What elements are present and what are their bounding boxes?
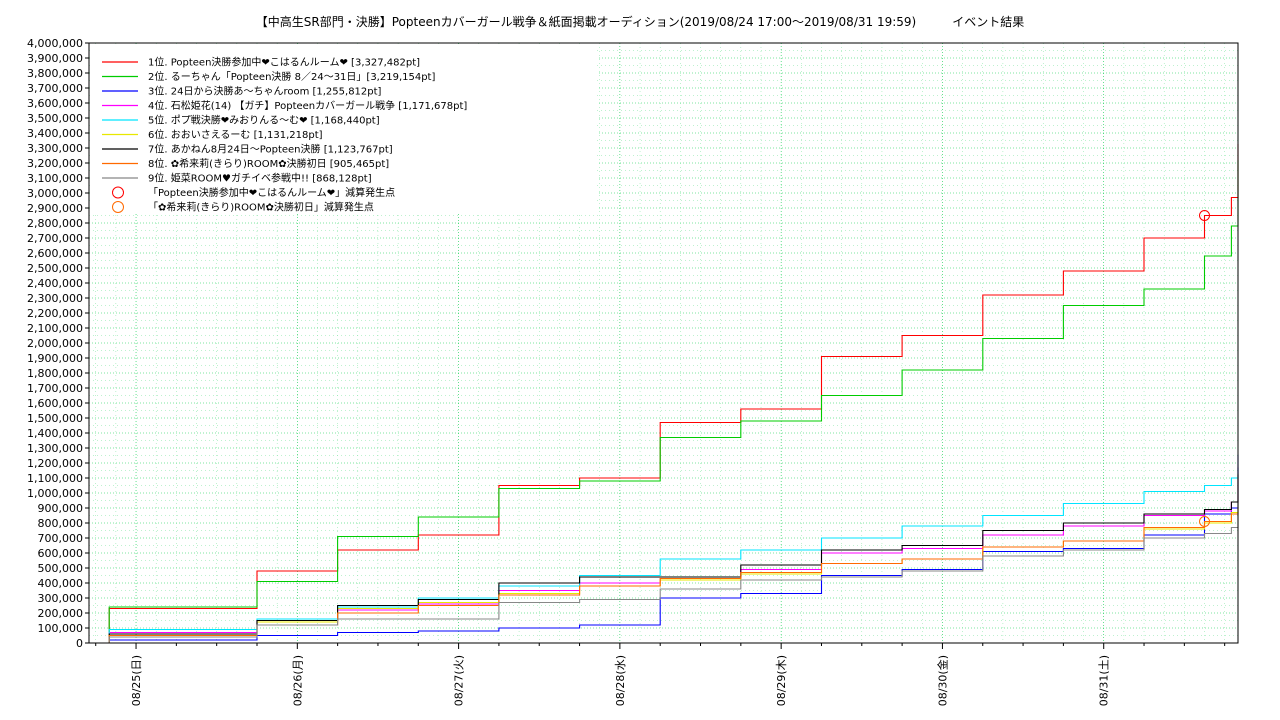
y-tick-label: 0 (76, 637, 83, 650)
x-tick-label: 08/27(火) (453, 655, 466, 706)
y-tick-label: 3,800,000 (27, 67, 83, 80)
y-tick-label: 2,600,000 (27, 247, 83, 260)
y-tick-label: 300,000 (38, 592, 84, 605)
x-tick-label: 08/29(木) (775, 655, 788, 706)
plot-frame (88, 42, 1239, 644)
y-tick-label: 2,700,000 (27, 232, 83, 245)
x-tick-label: 08/31(土) (1098, 655, 1111, 706)
legend-label-9: 9位. 姫菜ROOM♥ガチイベ参戦中!! [868,128pt] (148, 172, 372, 185)
legend-label-3: 3位. 24日から決勝あ〜ちゃんroom [1,255,812pt] (148, 85, 382, 98)
y-tick-label: 800,000 (38, 517, 84, 530)
legend-label-6: 6位. おおいさえるーむ [1,131,218pt] (148, 128, 323, 141)
legend-label-2: 2位. るーちゃん「Popteen決勝 8／24〜31日」[3,219,154p… (148, 70, 435, 83)
y-tick-label: 4,000,000 (27, 37, 83, 50)
y-tick-label: 3,900,000 (27, 52, 83, 65)
legend-marker-2 (112, 201, 124, 213)
x-tick-label: 08/30(金) (935, 655, 949, 706)
y-tick-label: 1,800,000 (27, 367, 83, 380)
y-tick-label: 700,000 (38, 532, 84, 545)
legend-marker-1 (112, 186, 124, 199)
y-tick-label: 2,900,000 (27, 202, 83, 215)
y-tick-label: 2,100,000 (27, 322, 83, 335)
y-tick-label: 3,500,000 (27, 112, 83, 125)
y-tick-label: 900,000 (38, 502, 84, 515)
y-tick-label: 3,400,000 (27, 127, 83, 140)
series-line-7 (89, 474, 1239, 644)
series-line-2 (89, 160, 1239, 644)
x-tick-label: 08/26(月) (291, 655, 304, 706)
y-tick-label: 2,800,000 (27, 217, 83, 230)
y-tick-label: 500,000 (38, 562, 84, 575)
series-lines (89, 143, 1239, 644)
y-tick-label: 3,100,000 (27, 172, 83, 185)
y-tick-label: 2,500,000 (27, 262, 83, 275)
chart-title: 【中高生SR部門・決勝】Popteenカバーガール戦争＆紙面掲載オーディション(… (255, 15, 1025, 29)
y-tick-label: 2,200,000 (27, 307, 83, 320)
y-tick-label: 200,000 (38, 607, 84, 620)
y-tick-label: 400,000 (38, 577, 84, 590)
y-tick-label: 1,100,000 (27, 472, 83, 485)
event-markers (1199, 210, 1211, 527)
series-line-1 (89, 143, 1239, 644)
legend-marker-label-2: 「✿希来莉(きらり)ROOM✿決勝初日」減算発生点 (148, 201, 374, 214)
event-marker-1 (1199, 210, 1211, 221)
y-tick-label: 1,400,000 (27, 427, 83, 440)
y-axis-ticks: 0 100,000 200,000 300,000 400,000 500,000 600,… (27, 37, 89, 650)
series-line-8 (89, 507, 1239, 644)
y-tick-label: 3,600,000 (27, 97, 83, 110)
y-tick-label: 3,200,000 (27, 157, 83, 170)
y-tick-label: 600,000 (38, 547, 84, 560)
y-tick-label: 1,300,000 (27, 442, 83, 455)
y-tick-label: 1,600,000 (27, 397, 83, 410)
legend-label-1: 1位. Popteen決勝参加中❤こはるんルーム❤ [3,327,482pt] (148, 56, 420, 69)
x-axis-ticks: 08/25(日) 08/26(月) 08/27(火) 08/28(水) 08/29(木)… (95, 643, 1226, 706)
legend-label-8: 8位. ✿希来莉(きらり)ROOM✿決勝初日 [905,465pt] (148, 157, 389, 170)
event-marker-2 (1199, 516, 1211, 527)
y-tick-label: 2,000,000 (27, 337, 83, 350)
x-tick-label: 08/25(日) (130, 655, 143, 706)
y-tick-label: 2,300,000 (27, 292, 83, 305)
series-line-9 (89, 512, 1239, 644)
legend-label-7: 7位. あかねん8月24日〜Popteen決勝 [1,123,767pt] (148, 143, 393, 156)
y-tick-label: 1,700,000 (27, 382, 83, 395)
legend-label-4: 4位. 石松姫花(14) 【ガチ】Popteenカバーガール戦争 [1,171,… (148, 99, 467, 112)
y-tick-label: 1,200,000 (27, 457, 83, 470)
series-line-4 (89, 467, 1239, 644)
y-tick-label: 3,300,000 (27, 142, 83, 155)
legend-marker-label-1: 「Popteen決勝参加中❤こはるんルーム❤」減算発生点 (148, 186, 395, 199)
y-tick-label: 3,700,000 (27, 82, 83, 95)
series-line-6 (89, 473, 1239, 644)
x-tick-label: 08/28(水) (614, 655, 627, 706)
y-tick-label: 1,000,000 (27, 487, 83, 500)
y-tick-label: 1,900,000 (27, 352, 83, 365)
series-line-3 (89, 454, 1239, 644)
y-tick-label: 1,500,000 (27, 412, 83, 425)
series-line-5 (89, 467, 1239, 644)
legend-label-5: 5位. ポプ戦決勝❤みおりんる〜む❤ [1,168,440pt] (148, 114, 380, 127)
legend-box (92, 46, 597, 214)
legend: 1位. Popteen決勝参加中❤こはるんルーム❤ [3,327,482pt]2… (102, 56, 467, 214)
y-tick-label: 3,000,000 (27, 187, 83, 200)
y-tick-label: 100,000 (38, 622, 84, 635)
y-tick-label: 2,400,000 (27, 277, 83, 290)
